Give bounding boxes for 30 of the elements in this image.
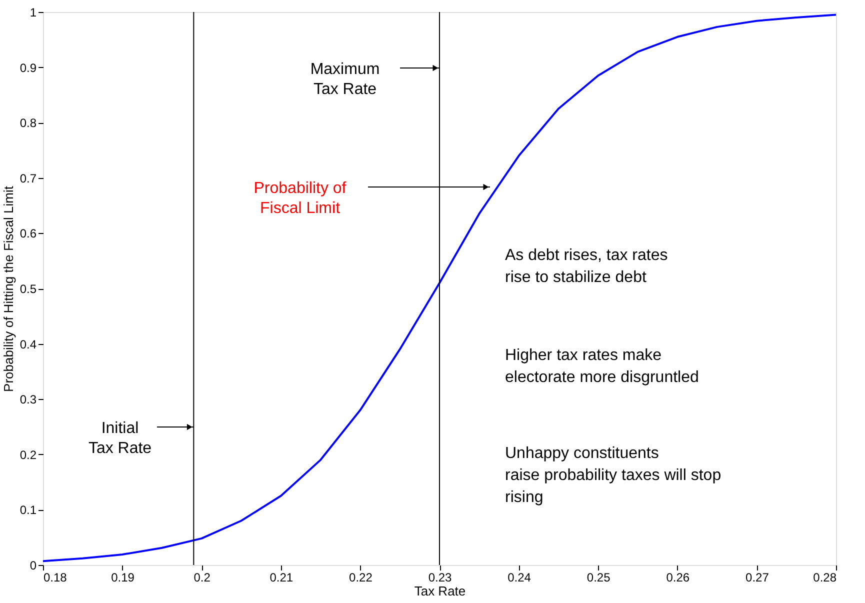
y-tick-label: 0.2 (20, 448, 37, 462)
x-tick-label: 0.24 (508, 570, 532, 584)
x-tick-label: 0.18 (44, 570, 68, 584)
x-tick-label: 0.21 (270, 570, 294, 584)
y-axis-title: Probability of Hitting the Fiscal Limit (0, 186, 16, 392)
annotation: Unhappy constituents raise probability taxes will stop rising (505, 445, 722, 506)
x-tick-label: 0.19 (111, 570, 135, 584)
x-tick-label: 0.22 (349, 570, 373, 584)
y-tick-label: 0.3 (20, 392, 37, 407)
annotation: As debt rises, tax rates rise to stabilize debt (505, 247, 668, 286)
y-tick-label: 0.1 (20, 503, 37, 518)
x-tick-label: 0.25 (586, 570, 611, 584)
x-tick-label: 0.23 (428, 570, 452, 584)
x-tick-label: 0.26 (666, 570, 690, 584)
annotation: Higher tax rates make electorate more disgruntled (505, 347, 699, 386)
y-tick-label: 0.9 (20, 60, 37, 75)
ref-line-label: Maximum Tax Rate (310, 61, 380, 98)
y-tick-label: 0.8 (20, 116, 37, 130)
x-tick-label: 0.28 (813, 570, 837, 584)
y-tick-label: 0.6 (20, 226, 37, 241)
y-tick-label: 0.7 (20, 171, 37, 186)
x-tick-label: 0.2 (194, 570, 211, 584)
x-tick-label: 0.27 (746, 570, 770, 584)
annotation: Probability of Fiscal Limit (254, 180, 347, 217)
y-tick-label: 0.5 (20, 282, 37, 296)
x-axis-title: Tax Rate (414, 584, 466, 598)
y-tick-label: 0.4 (20, 337, 37, 352)
y-tick-label: 0 (30, 558, 37, 572)
y-tick-label: 1 (30, 6, 37, 20)
ref-line-label: Initial Tax Rate (88, 420, 152, 457)
